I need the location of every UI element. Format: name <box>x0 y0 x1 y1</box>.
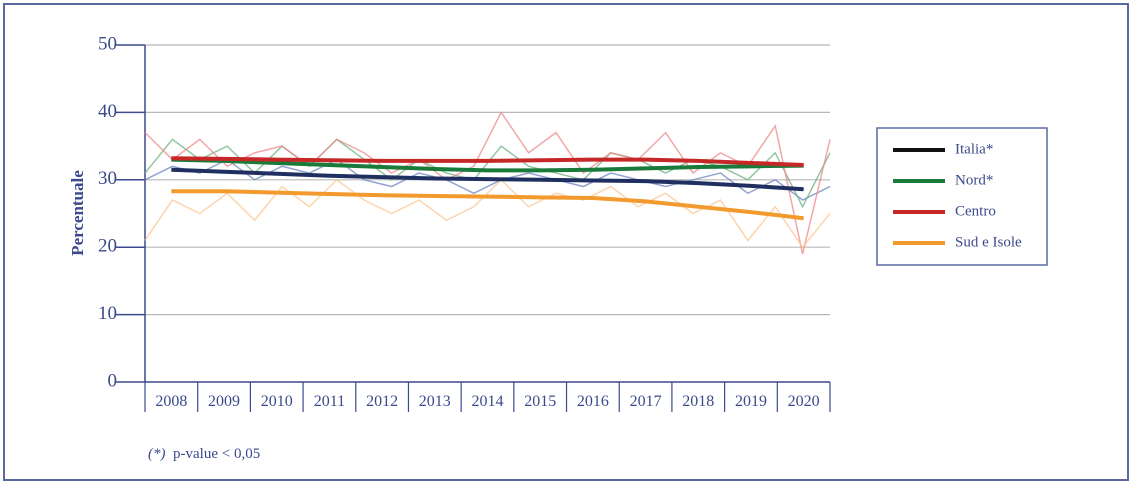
x-tick-label: 2013 <box>419 393 451 410</box>
footnote-text: p-value < 0,05 <box>173 446 260 462</box>
frame <box>3 3 1129 481</box>
legend-label: Nord* <box>955 172 993 188</box>
x-tick-label: 2008 <box>155 393 187 410</box>
legend-label: Italia* <box>955 141 993 157</box>
x-tick-label: 2011 <box>314 393 345 410</box>
y-tick-label: 10 <box>98 303 117 324</box>
x-tick-label: 2018 <box>682 393 714 410</box>
x-tick-label: 2014 <box>472 393 504 410</box>
x-tick-label: 2019 <box>735 393 767 410</box>
x-tick-label: 2016 <box>577 393 609 410</box>
trend-line <box>171 167 804 192</box>
x-tick-label: 2020 <box>788 393 820 410</box>
footnote-marker: (*) <box>148 446 166 462</box>
raw-line <box>144 110 831 255</box>
raw-line <box>144 178 831 249</box>
x-tick-label: 2010 <box>261 393 293 410</box>
legend-label: Sud e Isole <box>955 234 1022 250</box>
trend-line <box>171 157 804 173</box>
y-tick-label: 40 <box>98 101 117 122</box>
x-tick-label: 2017 <box>630 393 662 410</box>
y-tick-label: 30 <box>98 168 117 189</box>
y-tick-label: 50 <box>98 33 117 54</box>
y-tick-label: 20 <box>98 236 117 257</box>
legend-label: Centro <box>955 203 996 219</box>
x-tick-label: 2012 <box>366 393 398 410</box>
y-axis-label: Percentuale <box>68 170 87 256</box>
x-tick-label: 2009 <box>208 393 240 410</box>
raw-line <box>144 158 831 201</box>
x-tick-label: 2015 <box>524 393 556 410</box>
trend-line <box>171 189 804 221</box>
trend-line <box>171 156 804 167</box>
y-tick-label: 0 <box>108 370 118 391</box>
